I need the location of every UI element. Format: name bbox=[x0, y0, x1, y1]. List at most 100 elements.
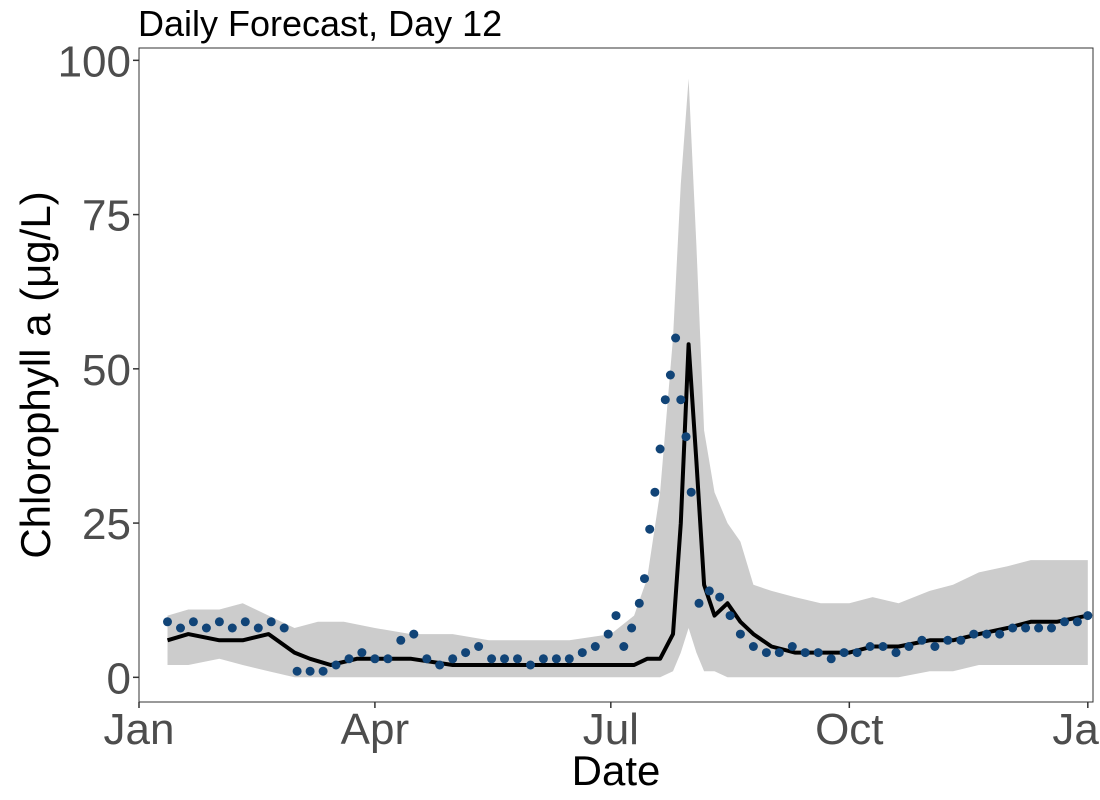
x-axis: Jan Apr Jul Oct Jan bbox=[104, 702, 1100, 754]
observation-point bbox=[513, 654, 522, 664]
observation-point bbox=[1021, 623, 1031, 633]
observation-point bbox=[448, 654, 458, 664]
y-tick-label: 50 bbox=[82, 346, 131, 395]
y-tick-label: 0 bbox=[107, 654, 131, 703]
observation-point bbox=[676, 395, 686, 405]
observation-point bbox=[253, 623, 263, 633]
chart-title: Daily Forecast, Day 12 bbox=[138, 3, 502, 44]
observation-point bbox=[538, 654, 548, 664]
x-tick-label: Jul bbox=[583, 705, 639, 754]
observation-point bbox=[370, 654, 380, 664]
observation-point bbox=[826, 654, 836, 664]
observation-point bbox=[176, 623, 185, 633]
observation-point bbox=[839, 648, 849, 658]
x-axis-label: Date bbox=[572, 747, 661, 794]
observation-point bbox=[526, 660, 535, 670]
observation-point bbox=[344, 654, 354, 664]
y-axis-label: Chlorophyll a (μg/L) bbox=[12, 191, 59, 558]
observation-point bbox=[665, 370, 675, 380]
observation-point bbox=[655, 444, 665, 454]
observation-point bbox=[590, 642, 600, 651]
observation-point bbox=[650, 487, 660, 497]
observation-point bbox=[396, 635, 406, 645]
plot-panel-border bbox=[138, 47, 1094, 703]
observation-point bbox=[800, 648, 810, 658]
observation-point bbox=[645, 524, 655, 534]
observation-point bbox=[715, 592, 725, 602]
observation-point bbox=[227, 623, 237, 633]
observation-point bbox=[409, 629, 419, 639]
observation-point bbox=[995, 629, 1005, 639]
observation-point bbox=[748, 642, 758, 651]
observation-point bbox=[878, 642, 888, 651]
observation-point bbox=[611, 611, 621, 621]
observation-point bbox=[1060, 617, 1069, 627]
observation-layer bbox=[163, 333, 1093, 676]
observation-point bbox=[694, 598, 704, 608]
observation-point bbox=[240, 617, 250, 627]
observation-point bbox=[357, 648, 367, 658]
x-tick-label: Jan bbox=[1052, 705, 1100, 754]
observation-point bbox=[383, 654, 393, 664]
observation-point bbox=[640, 574, 649, 584]
observation-point bbox=[774, 648, 784, 658]
observation-point bbox=[735, 629, 745, 639]
x-tick-label: Apr bbox=[341, 705, 409, 754]
y-tick-label: 100 bbox=[58, 37, 131, 86]
observation-point bbox=[305, 666, 315, 676]
forecast-interval-layer bbox=[167, 78, 1088, 678]
observation-point bbox=[500, 654, 509, 664]
observation-point bbox=[930, 642, 940, 651]
observation-point bbox=[904, 642, 914, 651]
observation-point bbox=[982, 629, 992, 639]
observation-point bbox=[917, 635, 927, 645]
observation-point bbox=[603, 629, 613, 639]
observation-point bbox=[681, 432, 691, 442]
observation-point bbox=[318, 666, 328, 676]
observation-point bbox=[1047, 623, 1056, 633]
observation-point bbox=[551, 654, 561, 664]
observation-point bbox=[943, 635, 953, 645]
observation-point bbox=[1083, 611, 1093, 621]
observation-point bbox=[956, 635, 966, 645]
observation-point bbox=[725, 611, 735, 621]
observation-point bbox=[1034, 623, 1044, 633]
observation-point bbox=[279, 623, 289, 633]
observation-point bbox=[564, 654, 574, 664]
observation-point bbox=[686, 487, 696, 497]
observation-point bbox=[474, 642, 484, 651]
forecast-interval-band bbox=[167, 78, 1088, 678]
observation-point bbox=[813, 648, 823, 658]
observation-point bbox=[660, 395, 670, 405]
y-tick-label: 25 bbox=[82, 500, 131, 549]
y-axis: 0 25 50 75 100 bbox=[58, 37, 139, 703]
observation-point bbox=[461, 648, 471, 658]
observation-point bbox=[704, 586, 714, 596]
observation-point bbox=[634, 598, 644, 608]
observation-point bbox=[865, 642, 875, 651]
observation-point bbox=[577, 648, 587, 658]
observation-point bbox=[214, 617, 224, 627]
observation-point bbox=[671, 333, 681, 343]
observation-point bbox=[787, 642, 797, 651]
observation-point bbox=[188, 617, 198, 627]
observation-point bbox=[761, 648, 771, 658]
observation-point bbox=[627, 623, 637, 633]
observation-point bbox=[266, 617, 276, 627]
observation-point bbox=[1072, 617, 1082, 627]
x-tick-label: Jan bbox=[104, 705, 175, 754]
observation-point bbox=[852, 648, 862, 658]
x-tick-label: Oct bbox=[815, 705, 883, 754]
observation-point bbox=[969, 629, 979, 639]
observation-point bbox=[1008, 623, 1018, 633]
observation-point bbox=[331, 660, 341, 670]
observation-point bbox=[422, 654, 432, 664]
observation-point bbox=[891, 648, 901, 658]
y-tick-label: 75 bbox=[82, 192, 131, 241]
observation-point bbox=[163, 617, 172, 627]
observation-point bbox=[619, 642, 629, 651]
observation-point bbox=[201, 623, 211, 633]
observation-point bbox=[487, 654, 497, 664]
